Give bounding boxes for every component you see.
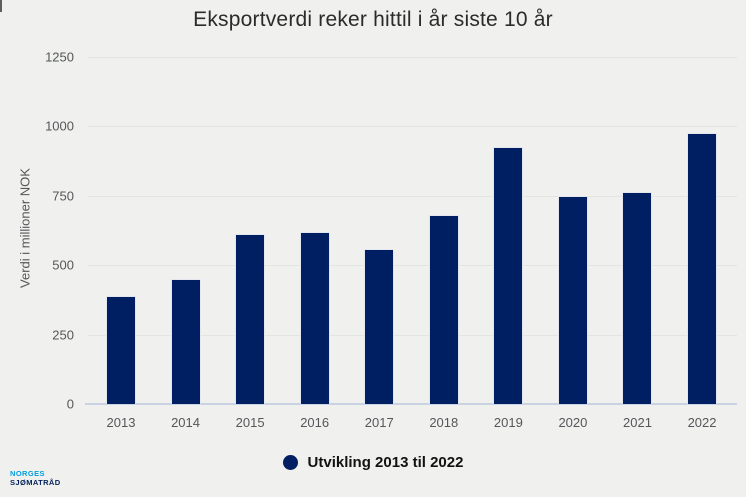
logo-text-norges: NORGES: [10, 469, 45, 478]
x-tick-label: 2019: [493, 415, 523, 430]
bar-2018: [428, 215, 459, 404]
logo-text-sjomatrad: SJØMATRÅD: [10, 478, 61, 487]
plot-area: [85, 57, 737, 405]
bar-2013: [106, 295, 136, 404]
x-tick-label: 2016: [300, 415, 330, 430]
gridline: [88, 265, 737, 267]
x-tick-label: 2015: [235, 415, 265, 430]
bar-2019: [493, 147, 524, 404]
x-tick-label: 2014: [171, 415, 200, 430]
bar-2021: [622, 191, 653, 404]
y-tick-label: 250: [52, 327, 74, 343]
y-tick-label: 750: [52, 188, 74, 204]
y-tick-label: 1000: [45, 118, 74, 134]
gridline: [88, 195, 737, 197]
bar-2022: [687, 133, 718, 404]
x-tick-label: 2020: [558, 415, 588, 430]
legend-label: Utvikling 2013 til 2022: [307, 453, 464, 471]
x-tick-label: 2018: [429, 415, 459, 430]
y-tick-label: 500: [52, 257, 74, 273]
bar-2017: [364, 248, 395, 404]
chart-title: Eksportverdi reker hittil i år siste 10 …: [193, 8, 553, 31]
legend-circle-icon: [282, 454, 298, 470]
gridline: [88, 126, 737, 128]
x-tick-label: 2017: [364, 415, 394, 430]
x-tick-label: 2022: [687, 415, 717, 430]
bar-2014: [170, 279, 201, 404]
y-tick-label: 0: [66, 396, 74, 412]
x-axis-tick-labels: 2013 2014 2015 2016 2017 2018 2019 2020 2021 2022: [88, 412, 737, 432]
bar-2020: [557, 195, 588, 404]
norges-sjomatrad-logo: NORGES SJØMATRÅD: [10, 469, 61, 487]
bar-2015: [235, 234, 266, 404]
x-tick-label: 2013: [106, 415, 136, 430]
gridline: [88, 334, 737, 336]
bar-2016: [299, 232, 330, 404]
y-axis-tick-labels: 0 250 500 750 1000 1250: [0, 50, 74, 412]
x-axis-line: [85, 403, 737, 405]
legend: Utvikling 2013 til 2022: [0, 451, 746, 473]
y-tick-label: 1250: [45, 49, 74, 65]
screenshot-edge-artifact: [0, 0, 2, 12]
x-tick-label: 2021: [623, 415, 652, 430]
gridline: [88, 57, 737, 58]
